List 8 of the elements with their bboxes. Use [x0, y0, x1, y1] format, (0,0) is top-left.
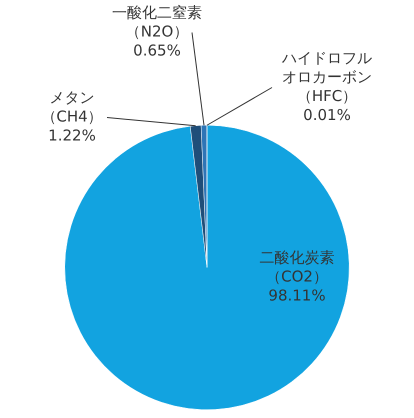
- slice-label: メタン（CH4）: [41, 88, 103, 126]
- slice-label: 一酸化二窒素（N2O）: [112, 3, 202, 40]
- data-label: 0.65%: [133, 41, 181, 60]
- slice-label: 二酸化炭素（CO2）: [260, 248, 334, 286]
- slice-label: ハイドロフルオロカーボン（HFC）: [281, 48, 372, 105]
- data-label: 1.22%: [48, 126, 96, 144]
- data-label: 0.01%: [303, 106, 351, 124]
- data-label: 98.11%: [268, 286, 326, 304]
